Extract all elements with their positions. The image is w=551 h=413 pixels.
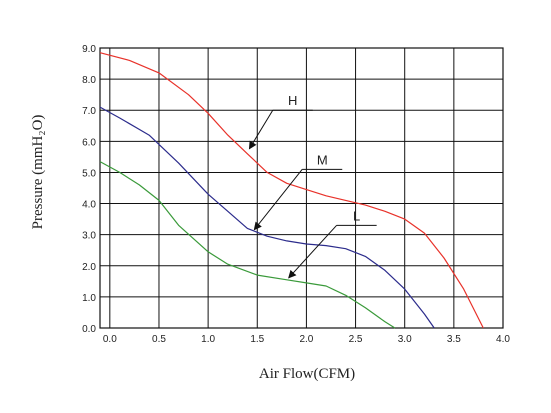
- series-label-M: M: [317, 152, 328, 167]
- plot-frame: [99, 47, 504, 329]
- x-tick-label: 2.5: [349, 334, 363, 345]
- y-tick-label: 1.0: [82, 293, 96, 304]
- annotation-arrow-H: [248, 109, 274, 150]
- y-tick-label: 2.0: [82, 262, 96, 273]
- y-tick-label: 3.0: [82, 231, 96, 242]
- series-label-L: L: [353, 208, 360, 223]
- axes: 0.0 0.5 1.0 1.5 2.0 2.5 3.0 3.5 4.0 0.0 1.0 2.0 3.0 4…: [82, 44, 510, 345]
- annotation-arrow-M: [253, 169, 303, 231]
- x-tick-label: 0.0: [103, 334, 117, 345]
- y-tick-label: 6.0: [82, 137, 96, 148]
- x-tick-label: 3.0: [398, 334, 412, 345]
- y-tick-label: 0.0: [82, 324, 96, 335]
- y-tick-label: 5.0: [82, 168, 96, 179]
- x-tick-label: 4.0: [496, 334, 510, 345]
- series-line-M: [99, 106, 435, 329]
- annotation-arrow-L: [288, 224, 338, 279]
- y-tick-label: 4.0: [82, 200, 96, 211]
- y-tick-label: 8.0: [82, 75, 96, 86]
- series-label-H: H: [288, 93, 297, 108]
- x-tick-label: 1.0: [201, 334, 215, 345]
- y-tick-label: 7.0: [82, 106, 96, 117]
- x-tick-label: 2.0: [299, 334, 313, 345]
- annotations: H M L: [248, 93, 377, 279]
- series-line-H: [99, 52, 484, 329]
- x-tick-label: 0.5: [152, 334, 166, 345]
- series-layer: [99, 52, 484, 329]
- y-axis-label: Pressure (mmH₂O): [30, 115, 46, 230]
- x-tick-label: 3.5: [447, 334, 461, 345]
- x-tick-label: 1.5: [250, 334, 264, 345]
- y-tick-label: 9.0: [82, 44, 96, 55]
- x-axis-label: Air Flow(CFM): [259, 366, 355, 382]
- series-line-L: [99, 161, 396, 329]
